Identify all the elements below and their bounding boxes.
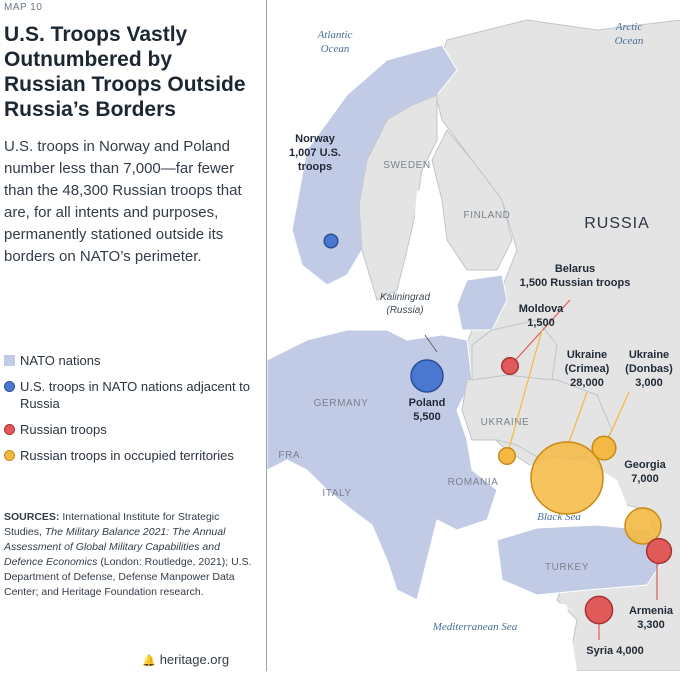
legend-item-nato: NATO nations: [4, 352, 254, 369]
france-label: FRA.: [278, 450, 303, 461]
mediterranean-sea: [417, 590, 577, 671]
legend-label: Russian troops: [20, 422, 107, 437]
norway-label-1: Norway: [295, 133, 336, 145]
belarus-marker[interactable]: [500, 356, 520, 376]
legend-label: Russian troops in occupied territories: [20, 448, 234, 463]
atlantic-label-2: Ocean: [321, 43, 350, 55]
georgia-marker[interactable]: [624, 507, 662, 545]
romania-label: ROMANIA: [448, 477, 499, 488]
crimea-label-3: 28,000: [570, 377, 604, 389]
italy-label: ITALY: [322, 488, 351, 499]
sources-text-2: (London: Routledge, 2021); U.S. Departme…: [4, 556, 252, 598]
map: Atlantic Ocean Arctic Ocean Black Sea Me…: [266, 0, 680, 672]
donbas-label-3: 3,000: [635, 377, 663, 389]
nato-swatch-icon: [4, 355, 15, 366]
moldova-marker[interactable]: [497, 446, 517, 466]
donbas-label-2: (Donbas): [625, 363, 673, 375]
norway-label-2: 1,007 U.S.: [289, 147, 341, 159]
armenia-label-1: Armenia: [629, 605, 674, 617]
poland-marker[interactable]: [410, 359, 444, 393]
footer[interactable]: 🔔 heritage.org: [142, 652, 229, 667]
kaliningrad-leader: [424, 334, 438, 353]
belarus-label-1: Belarus: [555, 263, 595, 275]
description: U.S. troops in Norway and Poland number …: [4, 138, 242, 265]
armenia-marker[interactable]: [645, 537, 673, 565]
syria-label: Syria 4,000: [586, 645, 644, 657]
page-title: U.S. Troops Vastly Outnumbered by Russia…: [4, 23, 246, 121]
map-number: MAP 10: [4, 2, 43, 13]
liberty-bell-icon: 🔔: [142, 655, 156, 667]
russia-label: RUSSIA: [584, 215, 650, 232]
syria-marker[interactable]: [584, 595, 614, 625]
arctic-label-2: Ocean: [615, 35, 644, 47]
finland-label: FINLAND: [464, 210, 511, 221]
mediterranean-label: Mediterranean Sea: [432, 621, 518, 633]
georgia-label-2: 7,000: [631, 473, 659, 485]
red-circle-icon: [4, 424, 15, 435]
turkey-label: TURKEY: [545, 562, 589, 573]
poland-label-1: Poland: [409, 397, 446, 409]
poland-label-2: 5,500: [413, 411, 441, 423]
sources: SOURCES: International Institute for Str…: [4, 510, 256, 600]
sources-text: International Institute for Strategic St…: [4, 511, 220, 538]
arctic-label-1: Arctic: [615, 21, 643, 33]
norway-label-3: troops: [298, 161, 332, 173]
crimea-label-2: (Crimea): [565, 363, 610, 375]
donbas-label-1: Ukraine: [629, 349, 669, 361]
moldova-label-2: 1,500: [527, 317, 555, 329]
legend-label: NATO nations: [20, 353, 101, 368]
sources-title: The Military Balance 2021: The Annual As…: [4, 526, 226, 568]
belarus-label-2: 1,500 Russian troops: [520, 277, 631, 289]
legend-item-occupied: Russian troops in occupied territories: [4, 447, 254, 464]
blue-circle-icon: [4, 381, 15, 392]
moldova-leader: [506, 329, 543, 457]
finland-region: [431, 129, 513, 271]
legend: NATO nations U.S. troops in NATO nations…: [4, 352, 254, 473]
crimea-label-1: Ukraine: [567, 349, 607, 361]
donbas-marker[interactable]: [591, 435, 617, 461]
georgia-label-1: Georgia: [624, 459, 666, 471]
belarus-leader: [509, 299, 571, 367]
belarus-region: [471, 319, 558, 381]
legend-item-russian-troops: Russian troops: [4, 421, 254, 438]
info-panel: MAP 10 U.S. Troops Vastly Outnumbered by…: [0, 0, 260, 671]
crimea-leader: [566, 391, 588, 449]
sources-label: SOURCES:: [4, 511, 60, 523]
crimea-marker[interactable]: [530, 441, 604, 515]
legend-label: U.S. troops in NATO nations adjacent to …: [20, 379, 251, 411]
site-link[interactable]: heritage.org: [159, 652, 230, 667]
germany-label: GERMANY: [314, 398, 369, 409]
kaliningrad-label-2: (Russia): [386, 305, 423, 316]
sweden-label: SWEDEN: [383, 160, 431, 171]
orange-circle-icon: [4, 450, 15, 461]
norway-marker[interactable]: [323, 233, 339, 249]
kaliningrad-label-1: Kaliningrad: [380, 292, 430, 303]
baltic-sea: [397, 190, 467, 330]
armenia-label-2: 3,300: [637, 619, 665, 631]
ukraine-label: UKRAINE: [481, 417, 530, 428]
legend-item-us-troops: U.S. troops in NATO nations adjacent to …: [4, 378, 254, 412]
moldova-label-1: Moldova: [519, 303, 564, 315]
atlantic-label-1: Atlantic: [317, 29, 353, 41]
nato-europe-region: [266, 329, 498, 601]
europe-map: Atlantic Ocean Arctic Ocean Black Sea Me…: [266, 0, 680, 672]
